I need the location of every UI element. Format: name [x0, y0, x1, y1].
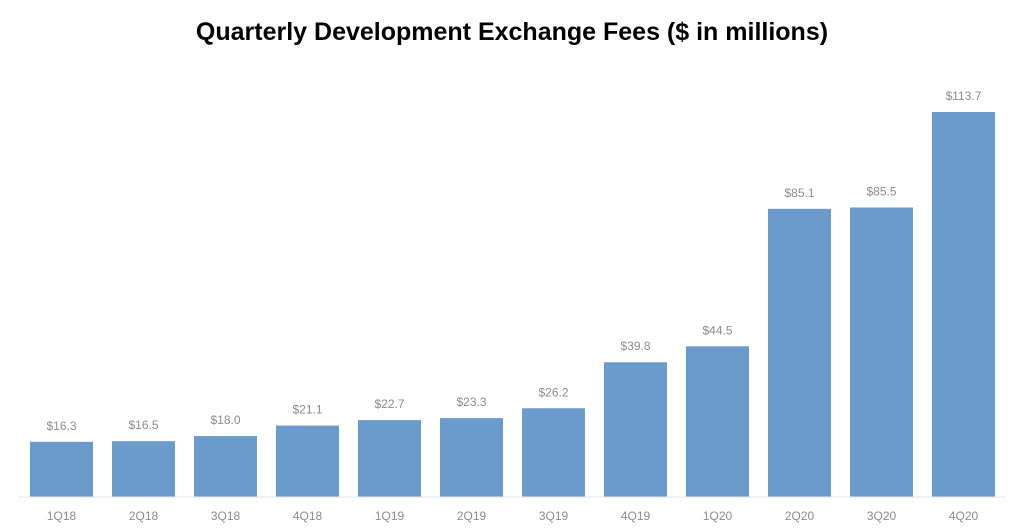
value-label-3q18: $18.0	[210, 413, 240, 427]
labels-layer: $16.3 1Q18 $16.5 2Q18 $18.0 3Q18 $21.1 4Q18 $22.…	[46, 89, 981, 523]
bar-3q18	[194, 436, 257, 497]
bar-3q19	[522, 408, 585, 497]
value-label-2q20: $85.1	[784, 186, 814, 200]
x-tick-label-3q18: 3Q18	[211, 509, 241, 523]
x-tick-label-4q18: 4Q18	[293, 509, 323, 523]
bar-1q18	[30, 441, 93, 497]
value-label-1q19: $22.7	[374, 397, 404, 411]
x-tick-label-2q18: 2Q18	[129, 509, 159, 523]
bar-4q20	[932, 112, 995, 497]
bar-2q20	[768, 208, 831, 497]
x-tick-label-1q19: 1Q19	[375, 509, 405, 523]
value-label-3q19: $26.2	[538, 385, 568, 399]
x-tick-label-2q20: 2Q20	[785, 509, 815, 523]
value-label-4q19: $39.8	[620, 339, 650, 353]
value-label-1q20: $44.5	[702, 323, 732, 337]
bar-3q20	[850, 207, 913, 497]
bar-1q19	[358, 420, 421, 497]
bar-4q19	[604, 362, 667, 497]
bar-4q18	[276, 425, 339, 497]
x-tick-label-2q19: 2Q19	[457, 509, 487, 523]
bars-layer	[30, 112, 995, 497]
x-tick-label-4q19: 4Q19	[621, 509, 651, 523]
value-label-4q18: $21.1	[292, 403, 322, 417]
x-tick-label-3q20: 3Q20	[867, 509, 897, 523]
value-label-2q19: $23.3	[456, 395, 486, 409]
x-tick-label-1q20: 1Q20	[703, 509, 733, 523]
value-label-1q18: $16.3	[46, 419, 76, 433]
value-label-4q20: $113.7	[946, 89, 982, 103]
x-tick-label-4q20: 4Q20	[949, 509, 979, 523]
bar-2q18	[112, 441, 175, 497]
x-tick-label-1q18: 1Q18	[47, 509, 77, 523]
value-label-2q18: $16.5	[128, 418, 158, 432]
bar-2q19	[440, 418, 503, 497]
value-label-3q20: $85.5	[866, 184, 896, 198]
chart-title: Quarterly Development Exchange Fees ($ i…	[195, 18, 829, 46]
bar-1q20	[686, 346, 749, 497]
x-tick-label-3q19: 3Q19	[539, 509, 569, 523]
